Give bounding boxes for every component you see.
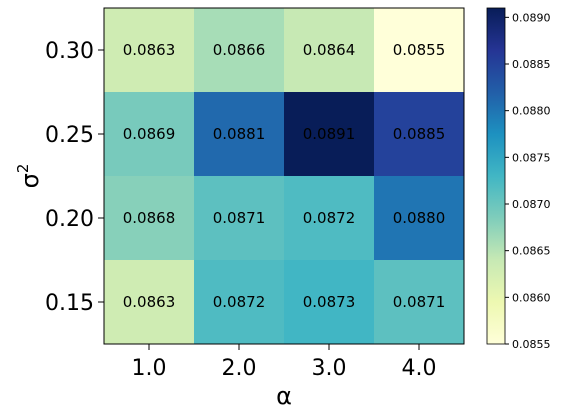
- y-axis-ticks: 0.30 0.25 0.20 0.15: [45, 39, 104, 316]
- colorbar-tick-label: 0.0870: [512, 198, 551, 211]
- heatmap-cell: [104, 176, 194, 260]
- cell-value-label: 0.0866: [213, 41, 266, 59]
- cell-value-label: 0.0868: [123, 209, 176, 227]
- x-tick-label: 2.0: [222, 356, 257, 381]
- heatmap-cell: [284, 260, 374, 344]
- colorbar-tick-label: 0.0860: [512, 291, 551, 304]
- y-axis-label: σ2: [14, 164, 44, 189]
- colorbar-tick-label: 0.0865: [512, 245, 551, 258]
- cell-value-label: 0.0855: [393, 41, 446, 59]
- heatmap-cell: [194, 8, 284, 92]
- y-tick-label: 0.15: [45, 291, 94, 316]
- heatmap-cell: [104, 92, 194, 176]
- cell-value-label: 0.0872: [213, 293, 266, 311]
- heatmap-cell: [284, 8, 374, 92]
- y-axis-label-superscript: 2: [14, 164, 32, 174]
- heatmap-cell: [374, 176, 464, 260]
- y-tick-label: 0.25: [45, 123, 94, 148]
- y-tick-label: 0.30: [45, 39, 94, 64]
- x-axis-label: α: [276, 382, 292, 410]
- cell-value-label: 0.0871: [393, 293, 446, 311]
- heatmap-cell: [374, 8, 464, 92]
- y-axis-label-base: σ: [16, 173, 44, 188]
- heatmap-cells: [104, 8, 464, 344]
- heatmap-cell: [374, 92, 464, 176]
- colorbar-ticks: 0.0855 0.0860 0.0865 0.0870 0.0875 0.0880 0.08…: [505, 11, 551, 351]
- cell-value-label: 0.0885: [393, 125, 446, 143]
- colorbar-tick-label: 0.0875: [512, 151, 551, 164]
- x-tick-label: 1.0: [132, 356, 167, 381]
- colorbar: [486, 7, 506, 345]
- x-tick-label: 3.0: [312, 356, 347, 381]
- cell-value-label: 0.0869: [123, 125, 176, 143]
- cell-value-label: 0.0864: [303, 41, 356, 59]
- cell-value-label: 0.0871: [213, 209, 266, 227]
- x-axis-ticks: 1.0 2.0 3.0 4.0: [132, 344, 437, 381]
- heatmap-cell: [194, 176, 284, 260]
- heatmap-cell: [194, 92, 284, 176]
- colorbar-tick-label: 0.0890: [512, 11, 551, 24]
- colorbar-tick-label: 0.0880: [512, 105, 551, 118]
- heatmap-cell: [374, 260, 464, 344]
- x-tick-label: 4.0: [402, 356, 437, 381]
- cell-value-label: 0.0873: [303, 293, 356, 311]
- cell-value-label: 0.0863: [123, 41, 176, 59]
- colorbar-tick-label: 0.0885: [512, 58, 551, 71]
- heatmap-cell: [284, 92, 374, 176]
- cell-value-label: 0.0891: [303, 125, 356, 143]
- heatmap-cell: [104, 8, 194, 92]
- cell-value-label: 0.0881: [213, 125, 266, 143]
- heatmap-cell: [194, 260, 284, 344]
- heatmap-cell-labels: 0.0863 0.0866 0.0864 0.0855 0.0869 0.0881 0.08…: [123, 41, 446, 311]
- y-tick-label: 0.20: [45, 207, 94, 232]
- cell-value-label: 0.0880: [393, 209, 446, 227]
- heatmap-cell: [104, 260, 194, 344]
- plot-frame: [103, 7, 465, 345]
- cell-value-label: 0.0872: [303, 209, 356, 227]
- heatmap-cell: [284, 176, 374, 260]
- cell-value-label: 0.0863: [123, 293, 176, 311]
- colorbar-tick-label: 0.0855: [512, 338, 551, 351]
